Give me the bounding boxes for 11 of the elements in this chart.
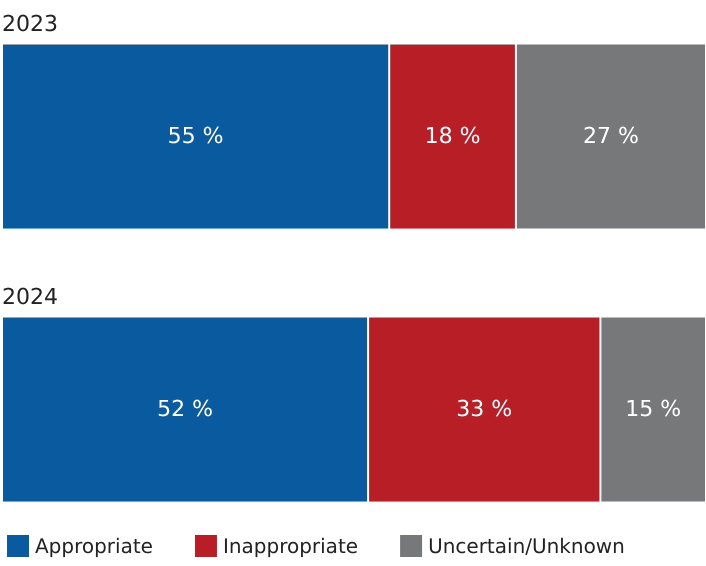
data-label: 27 %: [583, 124, 639, 149]
y-tick-label: 2023: [2, 12, 58, 37]
data-label: 52 %: [157, 397, 213, 422]
data-label: 33 %: [456, 397, 512, 422]
legend-label: Appropriate: [35, 534, 153, 558]
legend-label: Uncertain/Unknown: [428, 534, 625, 558]
y-tick-label: 2024: [2, 285, 58, 310]
data-label: 18 %: [424, 124, 481, 149]
data-label: 55 %: [168, 124, 224, 149]
data-label: 15 %: [625, 397, 682, 422]
legend-label: Inappropriate: [222, 534, 358, 558]
